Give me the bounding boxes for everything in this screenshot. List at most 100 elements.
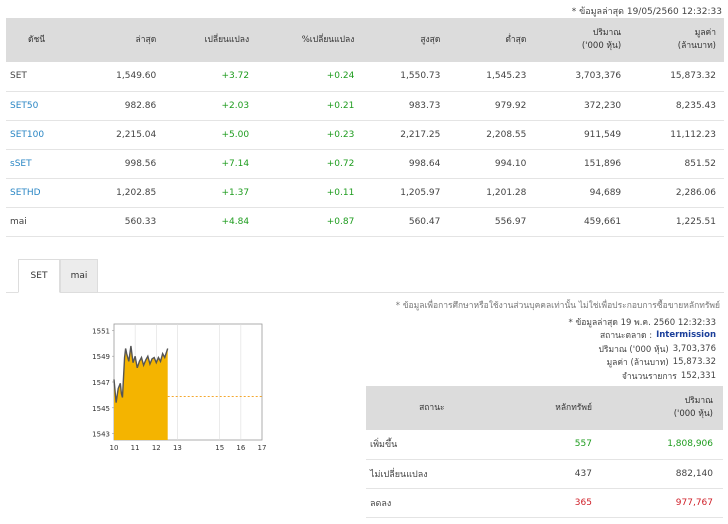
col-index: ดัชนี [28, 34, 46, 45]
cell-high: 560.47 [362, 207, 449, 237]
cell-low: 994.10 [448, 149, 535, 179]
cell-last: 560.33 [78, 207, 165, 237]
cell-pct-change: +0.11 [257, 178, 363, 208]
table-row: เพิ่มขึ้น 557 1,808,906 [366, 430, 723, 460]
cell-low: 1,201.28 [448, 178, 535, 208]
cell-change: +1.37 [164, 178, 258, 208]
index-label: mai [10, 216, 27, 227]
index-name: SET100 [6, 120, 79, 150]
index-name: sSET [6, 149, 79, 179]
x-tick-label: 17 [258, 444, 267, 452]
tab-set[interactable]: SET [18, 259, 60, 293]
col-low: ต่ำสุด [505, 34, 527, 45]
index-name: SETHD [6, 178, 79, 208]
x-tick-label: 13 [173, 444, 182, 452]
cell-change: +5.00 [164, 120, 258, 150]
status-label: ไม่เปลี่ยนแปลง [366, 459, 498, 489]
chart-area-fill [114, 345, 168, 440]
col-value: มูลค่า (ล้านบาท) [677, 28, 716, 51]
x-tick-label: 11 [131, 444, 140, 452]
table-row: SET50 982.86 +2.03 +0.21 983.73 979.92 372,230… [6, 91, 724, 121]
index-name: mai [6, 207, 79, 237]
x-tick-label: 12 [152, 444, 161, 452]
y-tick-label: 1543 [92, 431, 110, 439]
col-change: เปลี่ยนแปลง [204, 34, 250, 45]
col-high: สูงสุด [420, 34, 441, 45]
index-link[interactable]: SET100 [10, 129, 45, 140]
col-status: สถานะ [419, 402, 445, 413]
market-status-label: สถานะตลาด : [599, 331, 653, 342]
market-summary: * ข้อมูลล่าสุด 19 พ.ค. 2560 12:32:33 สถา… [456, 315, 717, 383]
cell-volume: 372,230 [534, 91, 630, 121]
cell-volume: 94,689 [534, 178, 630, 208]
volume-label: ปริมาณ ('000 หุ้น) [598, 344, 669, 355]
y-tick-label: 1547 [92, 379, 110, 387]
securities-count: 365 [497, 488, 602, 518]
volume-amount: 1,808,906 [601, 430, 723, 460]
cell-high: 2,217.25 [362, 120, 449, 150]
value-value: 15,873.32 [672, 357, 716, 368]
securities-count: 557 [497, 430, 602, 460]
x-tick-label: 16 [236, 444, 245, 452]
index-link[interactable]: SETHD [10, 187, 41, 198]
index-table: ดัชนี ล่าสุด เปลี่ยนแปลง %เปลี่ยนแปลง สู… [6, 18, 724, 237]
col-st-volume: ปริมาณ ('000 หุ้น) [673, 396, 713, 419]
index-link[interactable]: SET50 [10, 100, 39, 111]
volume-amount: 882,140 [601, 459, 723, 489]
cell-low: 979.92 [448, 91, 535, 121]
market-tabs: SET mai [18, 259, 98, 293]
deals-value: 152,331 [680, 370, 716, 381]
cell-last: 982.86 [78, 91, 165, 121]
index-name: SET50 [6, 91, 79, 121]
status-label: ลดลง [366, 488, 498, 518]
table-row: sSET 998.56 +7.14 +0.72 998.64 994.10 151,896 8… [6, 149, 724, 179]
advance-decline-header: สถานะ หลักทรัพย์ ปริมาณ ('000 หุ้น) [366, 386, 723, 430]
volume-amount: 977,767 [601, 488, 723, 518]
volume-row: ปริมาณ ('000 หุ้น) 3,703,376 [456, 342, 717, 356]
table-row: ลดลง 365 977,767 [366, 488, 723, 518]
y-tick-label: 1551 [92, 327, 110, 335]
col-pct-change: %เปลี่ยนแปลง [301, 34, 355, 45]
cell-change: +2.03 [164, 91, 258, 121]
market-status-value: Intermission [656, 330, 716, 341]
market-status-row: สถานะตลาด : Intermission [456, 329, 716, 343]
disclaimer-text: * ข้อมูลเพื่อการศึกษาหรือใช้งานส่วนบุคคล… [395, 301, 720, 311]
cell-value: 15,873.32 [629, 62, 724, 92]
chart-series-line [113, 345, 169, 403]
deals-row: จำนวนรายการ 152,331 [456, 369, 716, 383]
table-row: ไม่เปลี่ยนแปลง 437 882,140 [366, 459, 723, 489]
cell-volume: 3,703,376 [534, 62, 630, 92]
index-name: SET [6, 62, 79, 92]
table-row: mai 560.33 +4.84 +0.87 560.47 556.97 459,661 1,… [6, 207, 724, 237]
table-row: SET100 2,215.04 +5.00 +0.23 2,217.25 2,208.55… [6, 120, 724, 150]
value-row: มูลค่า (ล้านบาท) 15,873.32 [456, 356, 716, 370]
index-table-header: ดัชนี ล่าสุด เปลี่ยนแปลง %เปลี่ยนแปลง สู… [6, 18, 724, 62]
cell-change: +4.84 [164, 207, 258, 237]
cell-high: 998.64 [362, 149, 449, 179]
cell-pct-change: +0.72 [257, 149, 363, 179]
cell-volume: 151,896 [534, 149, 630, 179]
index-link[interactable]: sSET [10, 158, 32, 169]
tab-mai[interactable]: mai [60, 259, 98, 293]
cell-high: 983.73 [362, 91, 449, 121]
cell-high: 1,205.97 [362, 178, 449, 208]
cell-pct-change: +0.23 [257, 120, 363, 150]
tab-divider [6, 292, 724, 293]
securities-count: 437 [497, 459, 602, 489]
x-tick-label: 10 [110, 444, 119, 452]
cell-value: 851.52 [629, 149, 724, 179]
col-volume: ปริมาณ ('000 หุ้น) [581, 28, 622, 51]
updated-text: * ข้อมูลล่าสุด 19 พ.ค. 2560 12:32:33 [568, 317, 717, 328]
index-label: SET [10, 71, 27, 82]
cell-change: +3.72 [164, 62, 258, 92]
advance-decline-table: สถานะ หลักทรัพย์ ปริมาณ ('000 หุ้น) เพิ่ม… [366, 386, 723, 518]
cell-pct-change: +0.21 [257, 91, 363, 121]
cell-pct-change: +0.24 [257, 62, 363, 92]
cell-low: 556.97 [448, 207, 535, 237]
cell-low: 2,208.55 [448, 120, 535, 150]
col-securities: หลักทรัพย์ [555, 402, 592, 413]
cell-value: 1,225.51 [629, 207, 724, 237]
cell-last: 1,549.60 [78, 62, 165, 92]
x-tick-label: 15 [215, 444, 224, 452]
